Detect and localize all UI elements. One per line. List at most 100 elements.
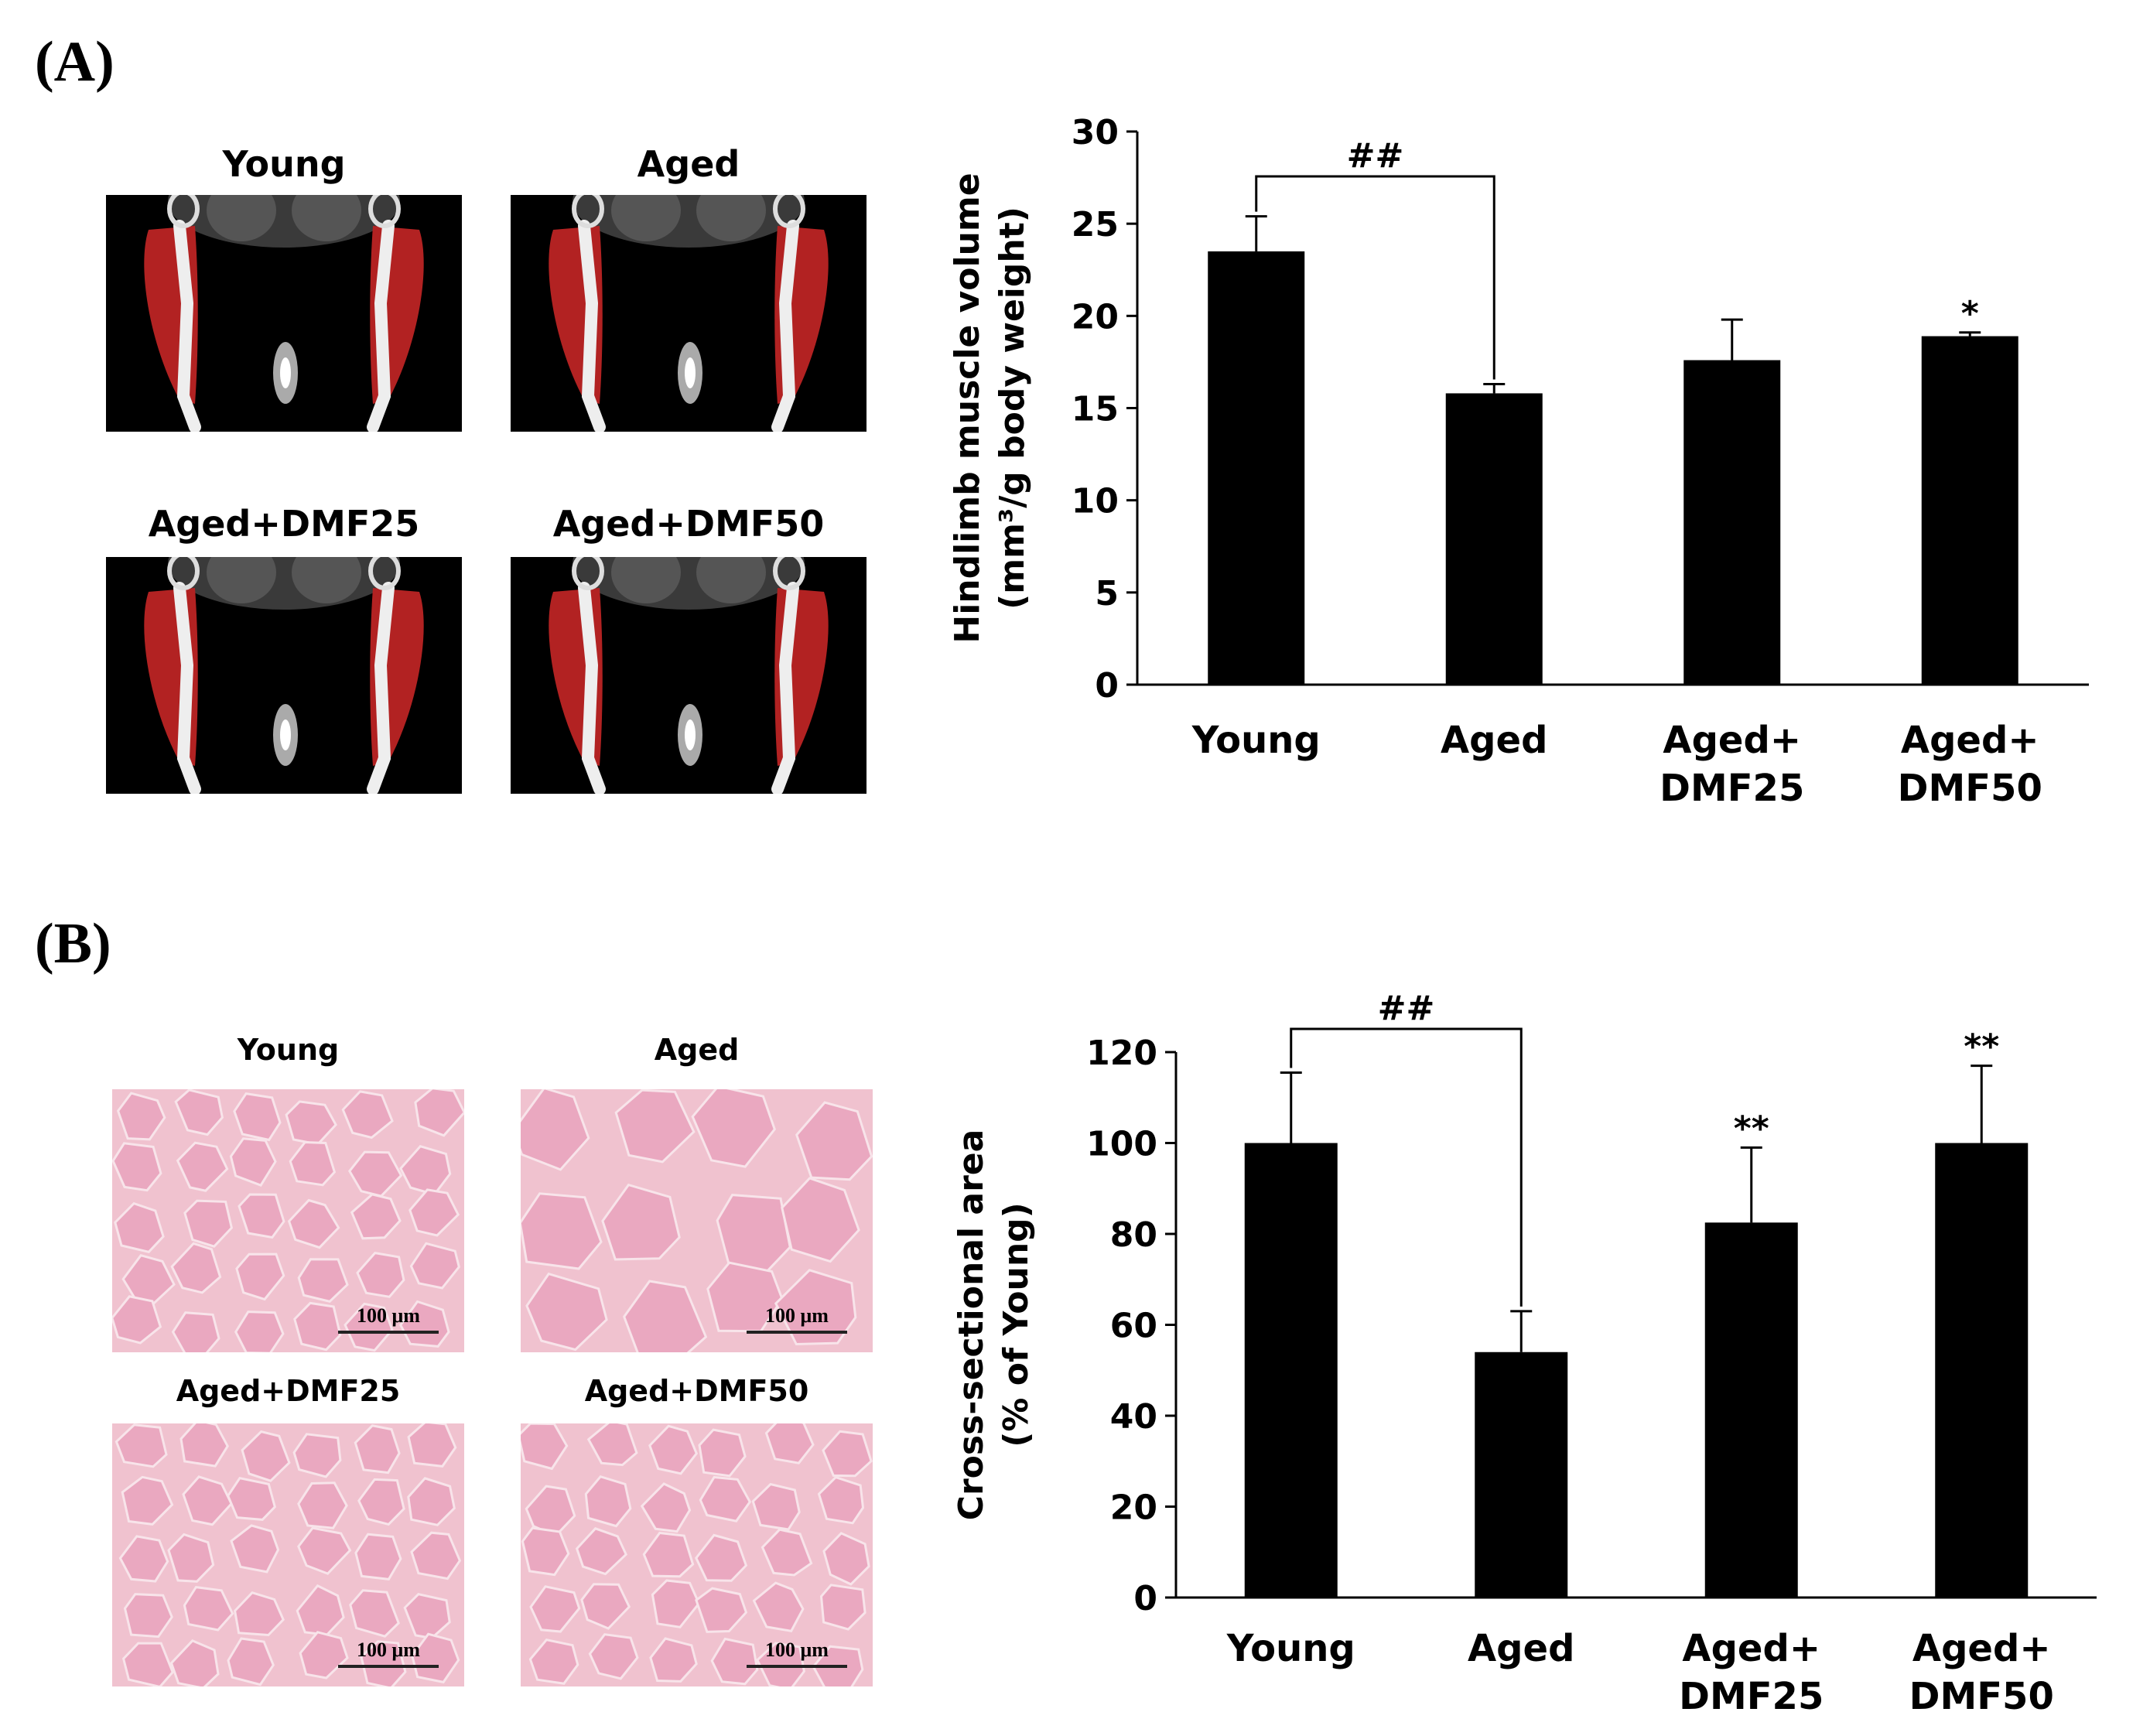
muscle-fiber [176, 1141, 229, 1192]
muscle-fiber [179, 1423, 229, 1468]
muscle-fiber [292, 1433, 342, 1478]
muscle-fiber [716, 1194, 791, 1273]
y-tick-label: 20 [1110, 1488, 1157, 1528]
muscle-fiber [287, 1198, 340, 1249]
y-axis-label: Hindlimb muscle volume [948, 173, 987, 643]
muscle-fiber [229, 1137, 277, 1187]
x-tick-label: Young [1226, 1627, 1355, 1670]
y-axis-label: (mm³/g body weight) [993, 207, 1032, 610]
he-title-aged-dmf25: Aged+DMF25 [176, 1374, 401, 1408]
cross-sectional-area-chart: 0 20 40 60 80 100 120 Cross-sectional area (% of… [952, 989, 2097, 1717]
scale-bar [747, 1665, 847, 1668]
muscle-fiber [761, 1528, 813, 1577]
muscle-fiber [580, 1583, 631, 1630]
scale-bar-label: 100 μm [357, 1304, 420, 1327]
he-image-aged-dmf25: 100 μm [112, 1423, 464, 1686]
muscle-fiber [601, 1183, 681, 1261]
ct-image-aged-dmf50 [511, 557, 866, 794]
muscle-fiber [764, 1423, 815, 1464]
muscle-fiber [354, 1424, 401, 1475]
panel-b-label: (B) [35, 912, 111, 976]
hip-region [207, 195, 276, 241]
muscle-fiber [528, 1639, 579, 1685]
muscle-fiber [521, 1526, 570, 1577]
muscle-fiber [695, 1587, 748, 1633]
muscle-fiber [121, 1642, 174, 1686]
significance-label: * [1961, 294, 1979, 333]
left-femur-bone [578, 582, 606, 794]
he-image-aged: 100 μm [521, 1089, 873, 1352]
muscle-fiber [293, 1301, 342, 1352]
x-tick-label: Aged+ [1901, 719, 2039, 762]
ct-image-aged-dmf25 [106, 557, 462, 794]
muscle-fiber [112, 1142, 162, 1192]
muscle-fiber [121, 1475, 174, 1526]
muscle-fiber [651, 1579, 701, 1628]
muscle-fiber [235, 1252, 285, 1301]
bar [1704, 1222, 1798, 1598]
left-hip-joint [572, 195, 604, 228]
muscle-fiber [354, 1533, 402, 1581]
he-image-young: 100 μm [112, 1089, 464, 1352]
muscle-fiber [289, 1140, 337, 1187]
muscle-fiber [174, 1089, 224, 1136]
hip-region [292, 195, 361, 241]
x-tick-label: Aged+ [1682, 1627, 1820, 1670]
muscle-fiber [123, 1593, 173, 1639]
hip-region [207, 557, 276, 603]
muscle-fiber [350, 1193, 402, 1240]
muscle-fiber [171, 1311, 220, 1352]
ct-title-aged: Aged [637, 143, 740, 185]
muscle-fiber [586, 1423, 638, 1467]
muscle-fiber [341, 1090, 394, 1140]
y-tick-label: 20 [1072, 297, 1119, 337]
muscle-fiber [414, 1089, 464, 1137]
muscle-fiber [822, 1532, 870, 1586]
muscle-fiber [781, 1177, 860, 1263]
muscle-fiber [297, 1258, 349, 1303]
muscle-fiber [118, 1535, 169, 1583]
y-tick-label: 0 [1095, 666, 1119, 706]
muscle-fiber [411, 1632, 460, 1684]
left-femur-bone [173, 220, 201, 432]
hindlimb-volume-chart: 0 5 10 15 20 25 30 Hindlimb muscle volume (mm³/g… [948, 113, 2089, 810]
right-hip-joint [368, 557, 401, 590]
muscle-fiber [182, 1475, 233, 1526]
muscle-fiber [529, 1585, 581, 1633]
muscle-fiber [299, 1631, 349, 1680]
muscle-fiber [575, 1527, 628, 1576]
significance-label: ** [1964, 1027, 1999, 1067]
y-tick-label: 5 [1095, 574, 1119, 613]
right-femur-bone [367, 582, 395, 794]
left-hip-joint [167, 195, 200, 228]
right-femur-bone [771, 582, 799, 794]
scale-bar [747, 1331, 847, 1334]
right-femur-bone [367, 220, 395, 432]
y-tick-label: 40 [1110, 1397, 1157, 1437]
muscle-fiber [234, 1311, 285, 1352]
y-tick-label: 25 [1072, 205, 1119, 244]
right-hip-joint [773, 195, 805, 228]
he-title-aged: Aged [654, 1033, 740, 1067]
right-hip-joint [773, 557, 805, 590]
muscle-fiber [399, 1300, 450, 1348]
ct-title-aged-dmf25: Aged+DMF25 [148, 503, 420, 545]
he-title-aged-dmf50: Aged+DMF50 [584, 1374, 809, 1408]
tail-vertebra [685, 357, 696, 388]
x-tick-label: Young [1191, 719, 1321, 762]
muscle-fiber [241, 1430, 291, 1482]
muscle-fiber [710, 1637, 759, 1686]
he-image-aged-dmf50: 100 μm [521, 1423, 873, 1686]
y-axis-label: (% of Young) [996, 1202, 1036, 1447]
x-tick-label: Aged+ [1912, 1627, 2051, 1670]
muscle-fiber [170, 1242, 222, 1294]
tail-vertebra [280, 719, 291, 750]
y-tick-label: 60 [1110, 1307, 1157, 1346]
muscle-fiber [795, 1101, 873, 1181]
bar [1935, 1143, 2029, 1598]
muscle-fiber [230, 1524, 280, 1574]
ct-image-young [106, 195, 462, 432]
bar [1683, 360, 1781, 685]
muscle-fiber [525, 1272, 608, 1352]
bar [1475, 1352, 1568, 1598]
